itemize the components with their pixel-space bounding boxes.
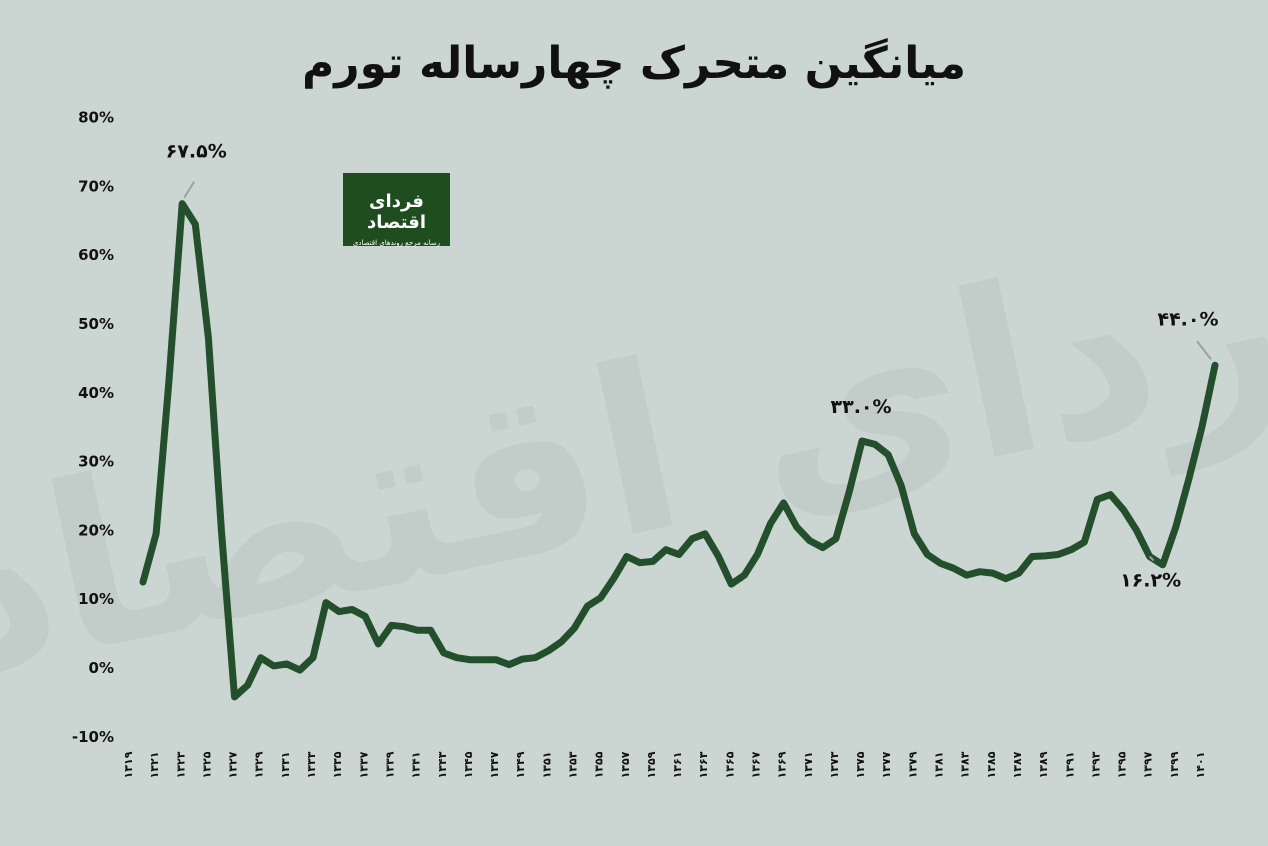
y-tick-label: 30%	[78, 453, 114, 471]
x-tick-label: ۱۳۷۷	[880, 751, 893, 778]
y-tick-label: 80%	[78, 109, 114, 127]
y-tick-label: 50%	[78, 315, 114, 333]
x-tick-label: ۱۳۹۳	[1089, 751, 1102, 778]
x-tick-label: ۱۳۶۵	[723, 751, 736, 778]
x-tick-label: ۱۳۶۷	[750, 751, 763, 778]
x-tick-label: ۱۳۴۱	[410, 752, 423, 779]
watermark: فردای اقتصاد	[0, 151, 1268, 732]
x-tick-label: ۱۳۸۵	[985, 751, 998, 778]
x-tick-label: ۱۳۳۱	[279, 752, 292, 779]
x-axis: ۱۳۱۹ ۱۳۲۱ ۱۳۲۳ ۱۳۲۵ ۱۳۲۷ ۱۳۲۹ ۱۳۳۱ ۱۳۳۳ ۱۳۳۵ ۱۳۳۷…	[122, 751, 1207, 778]
annotations: ۶۷.۵% ۳۳.۰% ۱۶.۲% ۴۴.۰%	[166, 141, 1219, 592]
y-tick-label: 10%	[78, 590, 114, 608]
x-tick-label: ۱۳۹۵	[1116, 751, 1129, 778]
x-tick-label: ۱۳۵۵	[593, 751, 606, 778]
x-tick-label: ۱۳۷۹	[906, 751, 919, 778]
x-tick-label: ۱۴۰۱	[1194, 752, 1207, 779]
x-tick-label: ۱۳۵۹	[645, 751, 658, 778]
annotation-leader	[1196, 340, 1212, 360]
x-tick-label: ۱۳۹۱	[1063, 752, 1076, 779]
annotation-label: ۶۷.۵%	[166, 141, 227, 163]
x-tick-label: ۱۳۵۱	[540, 752, 553, 779]
x-tick-label: ۱۳۴۹	[514, 751, 527, 778]
x-tick-label: ۱۳۴۵	[462, 751, 475, 778]
y-tick-label: -10%	[72, 728, 114, 746]
x-tick-label: ۱۳۲۹	[253, 751, 266, 778]
x-tick-label: ۱۳۹۹	[1168, 751, 1181, 778]
x-tick-label: ۱۳۹۷	[1142, 751, 1155, 778]
x-tick-label: ۱۳۱۹	[122, 751, 135, 778]
x-tick-label: ۱۳۶۱	[671, 752, 684, 779]
plot-area	[139, 200, 1219, 701]
x-tick-label: ۱۳۳۹	[383, 751, 396, 778]
x-tick-label: ۱۳۲۱	[148, 752, 161, 779]
y-tick-label: 20%	[78, 521, 114, 539]
x-tick-label: ۱۳۲۵	[200, 751, 213, 778]
y-tick-label: 0%	[89, 659, 114, 677]
x-tick-label: ۱۳۷۵	[854, 751, 867, 778]
x-tick-label: ۱۳۶۳	[697, 751, 710, 778]
x-tick-label: ۱۳۸۱	[933, 752, 946, 779]
chart-title: میانگین متحرک چهارساله تورم	[302, 38, 966, 89]
x-tick-label: ۱۳۳۵	[331, 751, 344, 778]
logo-name: فردای اقتصاد	[366, 191, 427, 233]
x-tick-label: ۱۳۷۱	[802, 752, 815, 779]
annotation-label: ۱۶.۲%	[1120, 570, 1181, 592]
x-tick-label: ۱۳۴۷	[488, 751, 501, 778]
x-tick-label: ۱۳۳۳	[305, 751, 318, 778]
x-tick-label: ۱۳۸۷	[1011, 751, 1024, 778]
annotation-label: ۳۳.۰%	[831, 396, 892, 418]
logo: فردای اقتصاد رسانه مرجع روندهای اقتصادی	[343, 173, 450, 247]
x-tick-label: ۱۳۵۳	[566, 751, 579, 778]
inflation-series-line	[139, 200, 1219, 701]
y-tick-label: 70%	[78, 177, 114, 195]
annotation-leader	[183, 181, 196, 199]
x-tick-label: ۱۳۸۳	[959, 751, 972, 778]
x-tick-label: ۱۳۸۹	[1037, 751, 1050, 778]
x-tick-label: ۱۳۵۷	[619, 751, 632, 778]
x-tick-label: ۱۳۶۹	[776, 751, 789, 778]
x-tick-label: ۱۳۴۳	[436, 751, 449, 778]
x-tick-label: ۱۳۲۳	[174, 751, 187, 778]
x-tick-label: ۱۳۳۷	[357, 751, 370, 778]
annotation-label: ۴۴.۰%	[1157, 308, 1218, 330]
y-tick-label: 60%	[78, 246, 114, 264]
y-axis: -10% 0% 10% 20% 30% 40% 50% 60% 70% 80%	[72, 109, 114, 746]
x-tick-label: ۱۳۷۳	[828, 751, 841, 778]
x-tick-label: ۱۳۲۷	[227, 751, 240, 778]
annotation-leader	[1148, 555, 1155, 562]
watermark-text: فردای اقتصاد	[0, 151, 1268, 732]
y-tick-label: 40%	[78, 384, 114, 402]
logo-tagline: رسانه مرجع روندهای اقتصادی	[352, 239, 441, 247]
